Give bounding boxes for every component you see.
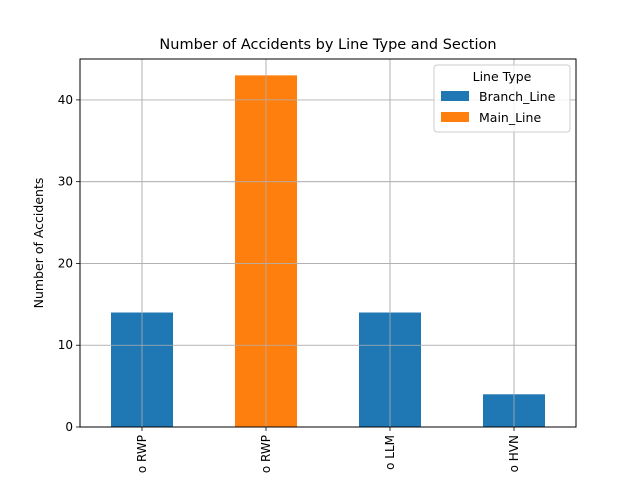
y-tick-label: 20	[58, 256, 73, 270]
legend: Line Type Branch_Line Main_Line	[433, 64, 571, 133]
y-axis: 0 10 20 30 40	[58, 93, 80, 434]
x-tick-label: o RWP	[259, 435, 273, 473]
x-tick-label: o HVN	[507, 435, 521, 472]
plot-frame	[79, 58, 577, 428]
y-tick-label: 30	[58, 175, 73, 189]
legend-entries: Branch_Line Main_Line	[441, 89, 556, 125]
legend-swatch	[441, 91, 469, 101]
y-tick-label: 0	[65, 420, 73, 434]
legend-swatch	[441, 112, 469, 122]
x-axis: o RWP o RWP o LLM o HVN	[135, 427, 521, 473]
bar-layer	[80, 59, 576, 428]
legend-entry-label: Main_Line	[479, 110, 541, 125]
chart-title: Number of Accidents by Line Type and Sec…	[159, 37, 496, 53]
y-axis-label: Number of Accidents	[31, 178, 46, 309]
legend-entry-label: Branch_Line	[479, 89, 556, 104]
y-tick-label: 10	[58, 338, 73, 352]
legend-title: Line Type	[473, 69, 532, 84]
x-tick-label: o LLM	[383, 435, 397, 470]
y-tick-label: 40	[58, 93, 73, 107]
x-tick-label: o RWP	[135, 435, 149, 473]
